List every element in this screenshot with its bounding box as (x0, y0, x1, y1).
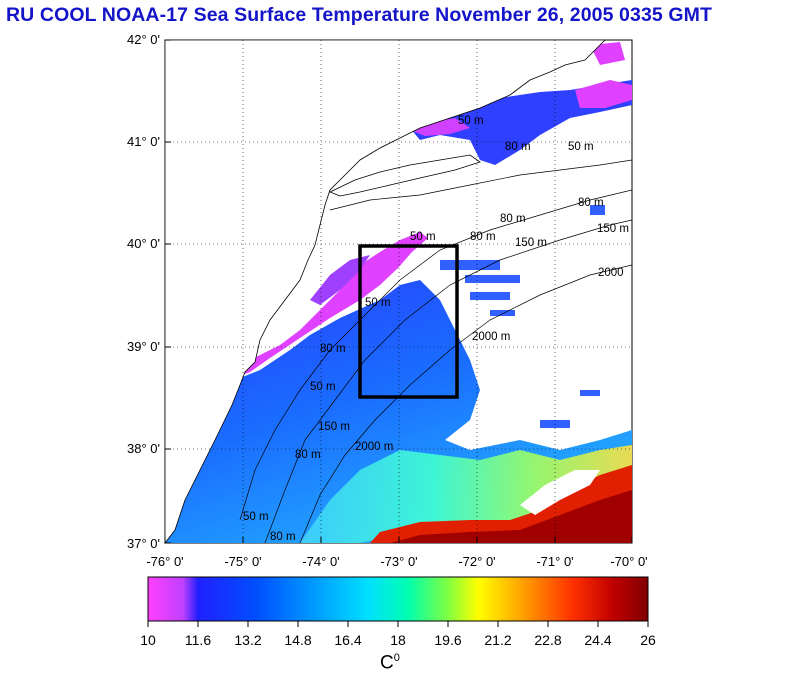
colorbar-tick-label: 11.6 (184, 632, 212, 648)
contour-label: 2000 (598, 267, 624, 279)
lat-tick-label: 40° 0' (127, 236, 160, 251)
colorbar-tick-label: 19.6 (434, 632, 462, 648)
sst-field (165, 42, 632, 543)
sst-ne-corner-patch (590, 42, 625, 65)
lon-tick-label: -73° 0' (380, 554, 418, 569)
land-mass (164, 39, 606, 545)
sst-coastal-band-2 (310, 255, 370, 305)
contour-label: 80 m (505, 141, 531, 153)
colorbar-tick-label: 16.4 (334, 632, 362, 648)
contour-label: 50 m (458, 115, 484, 127)
contour-label: 80 m (500, 213, 526, 225)
lon-tick-label: -70° 0' (610, 554, 648, 569)
contour-label: 50 m (410, 231, 436, 243)
study-area-box (358, 244, 459, 399)
colorbar-tick-label: 10 (140, 632, 156, 648)
lon-tick-label: -71° 0' (536, 554, 574, 569)
colorbar (147, 576, 649, 622)
sst-gulf-stream-core (390, 490, 632, 543)
colorbar-tick-label: 14.8 (284, 632, 312, 648)
contour-label: 50 m (568, 141, 594, 153)
contour-label: 2000 m (472, 331, 510, 343)
contour-label: 50 m (243, 511, 269, 523)
contour-label: 2000 m (355, 441, 393, 453)
colorbar-tick-label: 18 (390, 632, 406, 648)
contour-label: 80 m (320, 343, 346, 355)
colorbar-unit-sup: 0 (393, 652, 400, 664)
contour-label: 150 m (318, 421, 350, 433)
lon-tick-label: -75° 0' (224, 554, 262, 569)
lat-tick-label: 39° 0' (127, 339, 160, 354)
contour-label: 80 m (295, 449, 321, 461)
lon-tick-label: -74° 0' (302, 554, 340, 569)
contour-label: 150 m (597, 223, 629, 235)
colorbar-tick-label: 26 (640, 632, 656, 648)
cloud-gap (520, 470, 600, 515)
lat-tick-label: 42° 0' (127, 32, 160, 47)
colorbar-unit: C0 (380, 652, 400, 674)
colorbar-tick-label: 13.2 (234, 632, 262, 648)
lat-tick-label: 37° 0' (127, 536, 160, 551)
contour-label: 50 m (310, 381, 336, 393)
colorbar-unit-text: C (380, 652, 394, 674)
contour-label: 50 m (365, 297, 391, 309)
lon-tick-label: -72° 0' (458, 554, 496, 569)
contour-label: 80 m (270, 531, 296, 543)
lat-tick-label: 41° 0' (127, 134, 160, 149)
bathymetry-contours (239, 159, 632, 543)
colorbar-tick-label: 22.8 (534, 632, 562, 648)
colorbar-tick-label: 21.2 (484, 632, 512, 648)
colorbar-tick-label: 24.4 (584, 632, 612, 648)
long-island (329, 154, 481, 197)
colorbar-ticks (147, 621, 649, 627)
axis-ticks (164, 39, 633, 544)
lat-tick-label: 38° 0' (127, 441, 160, 456)
sst-ne-patch-2 (575, 80, 632, 108)
lon-tick-label: -76° 0' (146, 554, 184, 569)
sst-coastal-band (235, 232, 428, 378)
map-title: RU COOL NOAA-17 Sea Surface Temperature … (6, 4, 712, 26)
contour-label: 80 m (470, 231, 496, 243)
contour-labels: 50 m 50 m 80 m 80 m 80 m 150 m 150 m 200… (243, 115, 629, 543)
contour-label: 150 m (515, 237, 547, 249)
sst-northern-patch-magenta (410, 118, 470, 136)
contour-label: 80 m (578, 197, 604, 209)
sst-northern-patch (410, 80, 632, 165)
